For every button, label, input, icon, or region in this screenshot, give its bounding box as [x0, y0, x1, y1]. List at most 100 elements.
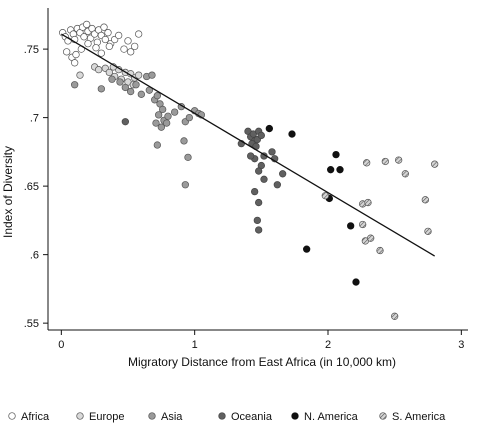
data-point: [247, 152, 255, 160]
series-oceania: [121, 118, 287, 234]
legend-item: N. America: [291, 411, 359, 423]
data-point: [159, 105, 167, 114]
data-point: [63, 48, 71, 56]
legend-marker: [148, 412, 156, 420]
data-point: [131, 42, 139, 51]
data-point: [132, 81, 140, 89]
data-point: [121, 118, 129, 126]
data-point: [171, 108, 179, 116]
data-point: [115, 31, 123, 40]
legend-item: Europe: [76, 411, 124, 423]
data-point: [352, 278, 360, 286]
x-tick-label: 2: [325, 339, 331, 351]
data-point: [127, 87, 135, 96]
data-point: [108, 75, 116, 83]
data-point: [260, 175, 268, 183]
data-point: [152, 119, 160, 127]
y-tick-label: .6: [30, 250, 39, 262]
data-point: [100, 23, 108, 31]
data-point: [364, 198, 372, 207]
data-point: [424, 227, 432, 235]
data-point: [253, 216, 261, 225]
data-point: [180, 137, 188, 145]
data-point: [288, 130, 296, 138]
data-point: [104, 29, 112, 37]
data-point: [273, 181, 281, 189]
data-point: [116, 78, 124, 86]
data-point: [268, 148, 276, 156]
legend-item: S. America: [379, 411, 446, 423]
series-asia: [71, 71, 205, 189]
data-point: [71, 81, 79, 89]
trendline-group: [61, 33, 435, 257]
data-point: [391, 312, 399, 320]
data-point: [185, 113, 193, 122]
data-point: [255, 198, 263, 207]
data-point: [148, 71, 156, 79]
data-points: [59, 20, 439, 320]
data-point: [153, 141, 161, 149]
data-point: [367, 234, 375, 242]
data-point: [120, 45, 128, 53]
data-point: [363, 159, 371, 167]
data-point: [157, 123, 165, 131]
data-point: [164, 112, 172, 120]
series-n-america: [265, 124, 360, 286]
data-point: [279, 170, 287, 178]
data-point: [332, 150, 340, 159]
data-point: [155, 111, 163, 119]
series-europe: [76, 63, 143, 89]
legend-marker: [218, 412, 226, 420]
data-point: [359, 220, 367, 229]
data-point: [72, 50, 80, 59]
data-point: [105, 68, 113, 77]
y-tick-label: .65: [24, 181, 39, 193]
axes: .55 .6 .65 .7 .75 0 1 2 3: [24, 8, 468, 351]
data-point: [71, 59, 79, 67]
series-s-america: [321, 156, 439, 320]
data-point: [83, 20, 91, 29]
data-point: [181, 181, 189, 189]
data-point: [265, 124, 273, 133]
data-point: [255, 167, 263, 175]
y-axis-label: Index of Diversity: [1, 146, 15, 238]
data-point: [127, 48, 135, 56]
x-tick-label: 1: [192, 339, 198, 351]
series-africa: [59, 20, 143, 67]
x-tick-label: 3: [458, 339, 464, 351]
data-point: [421, 196, 429, 204]
data-point: [336, 166, 344, 174]
data-point: [153, 92, 161, 100]
data-point: [347, 222, 355, 230]
legend-marker: [291, 412, 299, 420]
data-point: [95, 66, 103, 74]
data-point: [376, 246, 384, 255]
legend-label: Europe: [89, 411, 124, 423]
data-point: [257, 131, 265, 140]
y-tick-label: .55: [24, 318, 39, 330]
data-point: [97, 85, 105, 93]
data-point: [184, 153, 192, 162]
data-point: [327, 166, 335, 174]
legend-label: Africa: [21, 411, 50, 423]
data-point: [135, 71, 143, 79]
data-point: [92, 44, 100, 52]
data-point: [105, 42, 113, 51]
data-point: [255, 226, 263, 234]
legend-item: Asia: [148, 411, 183, 423]
data-point: [381, 157, 389, 166]
legend-label: Asia: [161, 411, 183, 423]
legend: Africa Europe Asia Oceania N. America S. Amer…: [8, 411, 446, 423]
x-tick-label: 0: [58, 339, 64, 351]
data-point: [401, 170, 409, 178]
legend-label: S. America: [392, 411, 446, 423]
legend-marker: [8, 412, 16, 420]
trendline: [61, 33, 435, 257]
legend-item: Africa: [8, 411, 50, 423]
y-tick-label: .7: [30, 113, 39, 125]
data-point: [101, 35, 109, 44]
x-axis-label: Migratory Distance from East Africa (in …: [128, 355, 396, 369]
data-point: [84, 39, 92, 48]
data-point: [251, 187, 259, 196]
legend-item: Oceania: [218, 411, 273, 423]
